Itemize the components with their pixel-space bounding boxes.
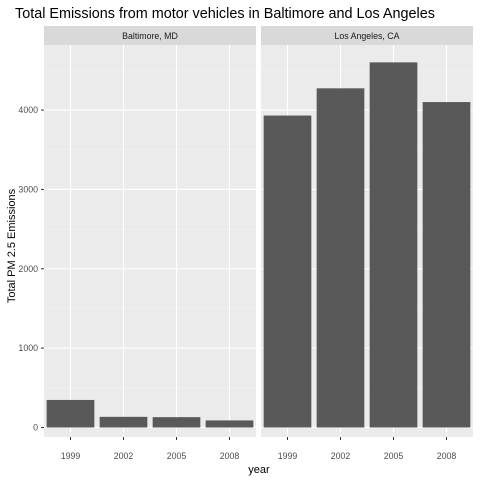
x-tick-label: 1999: [278, 451, 298, 461]
facet-panel: Baltimore, MD 1999 2002 2005 2008: [44, 26, 256, 461]
bar: [152, 417, 201, 428]
facet-strip: [44, 26, 256, 45]
facet-strip: [261, 26, 473, 45]
x-tick-label: 2002: [114, 451, 134, 461]
y-tick-label: 3000: [18, 184, 38, 194]
x-axis-label: year: [248, 464, 270, 476]
x-tick-label: 1999: [61, 451, 81, 461]
bar: [263, 115, 312, 428]
x-tick-label: 2005: [384, 451, 404, 461]
x-tick-label: 2008: [220, 451, 240, 461]
x-tick-label: 2008: [437, 451, 457, 461]
bar: [316, 88, 365, 428]
facet-panel: Los Angeles, CA 1999 2002 2005 2008: [261, 26, 473, 461]
bar: [422, 102, 471, 428]
bar: [99, 416, 148, 428]
chart-title: Total Emissions from motor vehicles in B…: [15, 6, 435, 22]
facet-strip-label: Baltimore, MD: [122, 31, 178, 41]
facet-strip-label: Los Angeles, CA: [334, 31, 399, 41]
y-axis: 0 1000 2000 3000 4000: [18, 105, 44, 432]
bar: [205, 420, 254, 428]
y-axis-label: Total PM 2.5 Emissions: [6, 188, 18, 303]
y-tick-label: 0: [33, 422, 38, 432]
bar: [46, 399, 95, 428]
bar: [369, 62, 418, 428]
panel-background: [44, 45, 256, 437]
x-tick-label: 2005: [167, 451, 187, 461]
x-tick-label: 2002: [331, 451, 351, 461]
y-tick-label: 2000: [18, 264, 38, 274]
y-tick-label: 1000: [18, 343, 38, 353]
y-tick-label: 4000: [18, 105, 38, 115]
